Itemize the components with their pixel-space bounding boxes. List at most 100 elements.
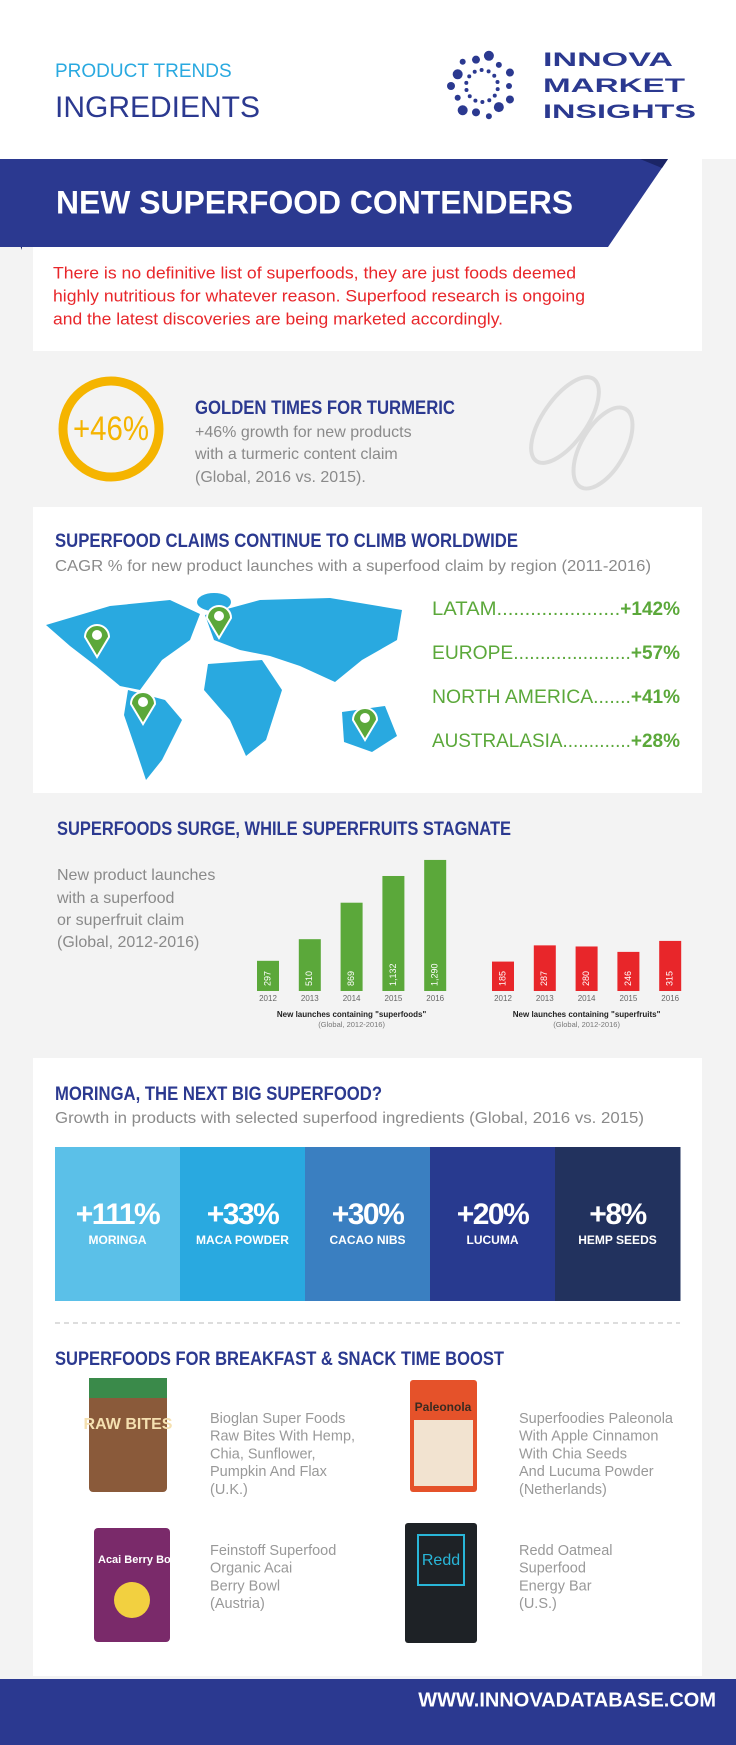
tile <box>305 1147 431 1301</box>
intro-line: There is no definitive list of superfood… <box>53 264 576 282</box>
tile-value: +111% <box>76 1198 160 1231</box>
region-value: +142% <box>620 599 680 620</box>
bar-value-label: 287 <box>539 971 549 986</box>
logo-dot <box>464 87 469 92</box>
tiles: +111% MORINGA +33% MACA POWDER +30% CACAO NIB… <box>55 1147 681 1301</box>
section-title: GOLDEN TIMES FOR TURMERIC <box>195 398 455 419</box>
region-list: +142%LATAM...................... +57%EURO… <box>432 599 680 752</box>
header-bg <box>0 0 736 159</box>
intro-line: and the latest discoveries are being mar… <box>53 310 503 328</box>
product-line: And Lucuma Powder <box>519 1464 654 1480</box>
tile-name: HEMP SEEDS <box>578 1233 656 1247</box>
bar-charts: 2972012510201386920141,13220151,2902016N… <box>257 859 682 1029</box>
tile-name: CACAO NIBS <box>329 1233 405 1247</box>
pack-label: RAW BITES <box>84 1416 173 1433</box>
tile-name: MORINGA <box>89 1233 147 1247</box>
product-line: Berry Bowl <box>210 1578 280 1594</box>
x-tick-label: 2015 <box>385 994 403 1003</box>
section-title: MORINGA, THE NEXT BIG SUPERFOOD? <box>55 1084 382 1105</box>
region-value: +57% <box>631 643 680 664</box>
bar <box>617 951 640 991</box>
pack-label: Paleonola <box>415 1400 472 1414</box>
product-line: Chia, Sunflower, <box>210 1446 316 1462</box>
badge-ring <box>58 376 164 482</box>
product-line: With Apple Cinnamon <box>519 1429 658 1445</box>
logo-text: INSIGHTS <box>543 102 696 123</box>
region-label: EUROPE...................... <box>432 643 631 664</box>
product-line: Bioglan Super Foods <box>210 1411 345 1427</box>
region-label: AUSTRALASIA............. <box>432 731 631 752</box>
logo-dot <box>487 98 492 103</box>
intro-line: highly nutritious for whatever reason. S… <box>53 287 585 305</box>
footer <box>0 1679 736 1745</box>
tile <box>430 1147 556 1301</box>
product-pack: Redd <box>405 1523 477 1643</box>
product-line: Organic Acai <box>210 1561 292 1577</box>
bar-value-label: 315 <box>665 971 675 986</box>
logo-dot <box>506 83 512 89</box>
bar-value-label: 869 <box>346 971 356 986</box>
product-line: With Chia Seeds <box>519 1446 627 1462</box>
bar-value-label: 246 <box>623 971 633 986</box>
body-line: (Global, 2016 vs. 2015). <box>195 469 366 486</box>
footer-url: WWW.INNOVADATABASE.COM <box>418 1689 716 1711</box>
bar <box>257 960 279 991</box>
x-tick-label: 2016 <box>661 994 679 1003</box>
region-label: NORTH AMERICA....... <box>432 687 631 708</box>
logo-dot <box>495 80 500 85</box>
region-value: +41% <box>631 687 680 708</box>
body-line: or superfruit claim <box>57 912 184 929</box>
chart-caption: New launches containing "superfruits" <box>513 1010 661 1019</box>
x-tick-label: 2013 <box>301 994 319 1003</box>
tile-value: +33% <box>207 1198 279 1231</box>
product-line: Raw Bites With Hemp, <box>210 1429 355 1445</box>
tile-name: MACA POWDER <box>196 1233 289 1247</box>
logo-dot <box>447 82 455 90</box>
tile <box>180 1147 306 1301</box>
logo-dot <box>473 98 478 103</box>
logo-dot <box>486 69 491 74</box>
product-line: (Austria) <box>210 1596 265 1612</box>
logo-dot <box>492 73 497 78</box>
logo-dot <box>471 108 480 117</box>
pack-label: Redd <box>422 1552 460 1569</box>
product-pack: RAW BITES <box>84 1378 173 1492</box>
product-line: (Netherlands) <box>519 1482 607 1498</box>
bar-value-label: 185 <box>497 971 507 986</box>
banner <box>0 159 668 247</box>
x-tick-label: 2014 <box>343 994 361 1003</box>
pack-label: Acai Berry Bowl <box>98 1554 182 1566</box>
bar <box>492 961 514 991</box>
header-title: INGREDIENTS <box>55 91 260 124</box>
bar-value-label: 1,132 <box>388 963 398 986</box>
bar-value-label: 297 <box>262 971 272 986</box>
subtitle: Growth in products with selected superfo… <box>55 1110 644 1127</box>
x-tick-label: 2012 <box>494 994 512 1003</box>
bar <box>533 945 556 991</box>
x-tick-label: 2012 <box>259 994 277 1003</box>
bar <box>424 859 447 991</box>
x-tick-label: 2016 <box>426 994 444 1003</box>
banner-tip <box>640 159 668 168</box>
x-tick-label: 2015 <box>620 994 638 1003</box>
logo-dot <box>454 94 461 101</box>
body-line: with a superfood <box>56 890 174 907</box>
logo-dot <box>467 94 472 99</box>
subtitle: CAGR % for new product launches with a s… <box>55 558 651 575</box>
bar <box>575 946 598 991</box>
logo-dot <box>493 102 504 113</box>
body-line: +46% growth for new products <box>195 424 412 441</box>
bar <box>298 939 321 991</box>
chart-note: (Global, 2012-2016) <box>318 1020 385 1029</box>
logo-dot <box>480 99 485 104</box>
product-pack: Paleonola <box>410 1380 477 1492</box>
section-title: SUPERFOODS SURGE, WHILE SUPERFRUITS STAG… <box>57 819 511 840</box>
section-title: SUPERFOOD CLAIMS CONTINUE TO CLIMB WORLD… <box>55 531 518 552</box>
chart-note: (Global, 2012-2016) <box>553 1020 620 1029</box>
product-line: Superfood <box>519 1561 586 1577</box>
product-line: Energy Bar <box>519 1578 592 1594</box>
logo-dot <box>452 69 463 80</box>
tile-value: +8% <box>589 1198 646 1231</box>
chart-caption: New launches containing "superfoods" <box>277 1010 427 1019</box>
